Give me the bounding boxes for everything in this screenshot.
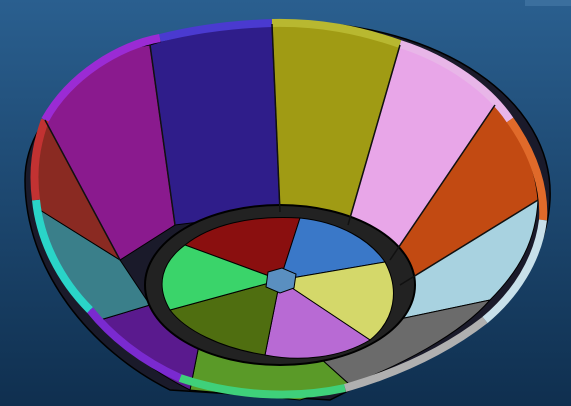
rim-arc-cyan [32, 199, 93, 313]
rim-arc-purple [41, 34, 161, 122]
rib-lines [44, 23, 539, 286]
rim-arc-blue [159, 19, 273, 42]
rim-arc-lightblue [482, 219, 547, 324]
inner-segment-violet[interactable] [264, 279, 371, 359]
inner-segment-red[interactable] [183, 217, 301, 281]
inner-segment-blue[interactable] [279, 217, 386, 281]
rim-arc-green [178, 374, 346, 399]
inner-segment-yellow[interactable] [278, 261, 394, 341]
rim-arc-red [30, 118, 49, 201]
rim-arc-olive [271, 18, 402, 48]
center-hub[interactable] [265, 267, 297, 294]
inner-segment-olive[interactable] [169, 279, 281, 356]
inner-disc [144, 204, 416, 366]
rim-arc-gray [343, 316, 488, 392]
inner-segment-green[interactable] [161, 244, 282, 311]
rim-arc-pink [398, 40, 514, 123]
rim-arc-violet [86, 307, 182, 382]
rim-band [30, 18, 548, 399]
viewport-corner-tab [525, 0, 571, 6]
rim-arc-orange [506, 117, 548, 221]
